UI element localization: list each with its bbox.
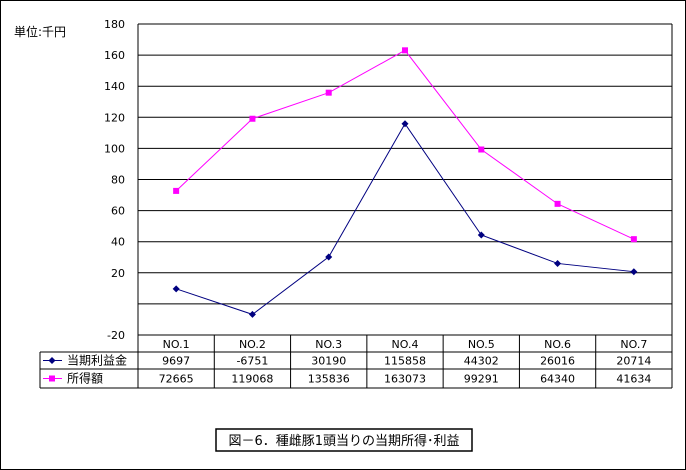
legend-marker	[49, 375, 55, 382]
table-cell: 26016	[540, 355, 575, 368]
y-tick-label: 100	[104, 142, 125, 155]
data-point	[554, 259, 562, 267]
table-cell: 115858	[384, 355, 426, 368]
table-cell: 41634	[616, 373, 651, 386]
data-point	[402, 47, 408, 54]
data-point	[630, 268, 638, 276]
series-2	[173, 47, 637, 243]
legend-marker	[48, 357, 56, 364]
category-label: NO.5	[468, 338, 495, 351]
y-tick-label: 160	[104, 49, 125, 62]
caption-box	[215, 428, 473, 452]
table-cell: 119068	[231, 373, 273, 386]
data-point	[325, 89, 332, 96]
table-cell: -6751	[236, 355, 268, 368]
legend-label: 所得額	[67, 371, 103, 386]
table-cell: 135836	[308, 373, 350, 386]
table-cell: 72665	[159, 373, 194, 386]
data-table: NO.1 NO.2 NO.3 NO.4 NO.5 NO.6 NO.7 当期利益金 9697 -67…	[39, 334, 673, 389]
data-point	[173, 187, 180, 194]
data-point	[248, 310, 256, 318]
data-point	[325, 253, 333, 261]
data-point	[478, 146, 485, 153]
y-axis-ticks: 180 160 140 120 100 80 60 40 20 -20	[104, 18, 125, 342]
series-1	[172, 120, 638, 318]
grid	[137, 23, 673, 336]
data-point	[249, 115, 256, 122]
y-tick-label: 140	[104, 80, 125, 93]
category-label: NO.6	[544, 338, 571, 351]
table-cell: 30190	[311, 355, 346, 368]
legend-label: 当期利益金	[67, 353, 127, 368]
data-point	[477, 231, 485, 239]
y-tick-label: 20	[111, 267, 125, 280]
category-label: NO.7	[620, 338, 647, 351]
y-tick-label: 40	[111, 236, 125, 249]
y-tick-label: 80	[111, 174, 125, 187]
category-label: NO.3	[315, 338, 342, 351]
data-point	[630, 236, 637, 243]
data-point	[401, 120, 409, 128]
y-tick-label: 120	[104, 111, 125, 124]
data-point	[172, 285, 180, 293]
table-cell: 64340	[540, 373, 575, 386]
category-label: NO.1	[163, 338, 190, 351]
category-label: NO.2	[239, 338, 266, 351]
table-cell: 9697	[162, 355, 190, 368]
data-point	[554, 200, 561, 207]
chart-caption: 図－6．種雌豚1頭当りの当期所得･利益	[228, 433, 459, 449]
y-tick-label: 180	[104, 18, 125, 31]
y-tick-label: 60	[111, 205, 125, 218]
y-tick-label: -20	[107, 329, 125, 342]
unit-label: 単位:千円	[14, 24, 66, 39]
table-cell: 20714	[616, 355, 651, 368]
table-cell: 44302	[464, 355, 499, 368]
series-line	[175, 122, 634, 315]
series-group	[172, 47, 638, 318]
category-label: NO.4	[392, 338, 419, 351]
table-cell: 163073	[384, 373, 426, 386]
table-cell: 99291	[464, 373, 499, 386]
